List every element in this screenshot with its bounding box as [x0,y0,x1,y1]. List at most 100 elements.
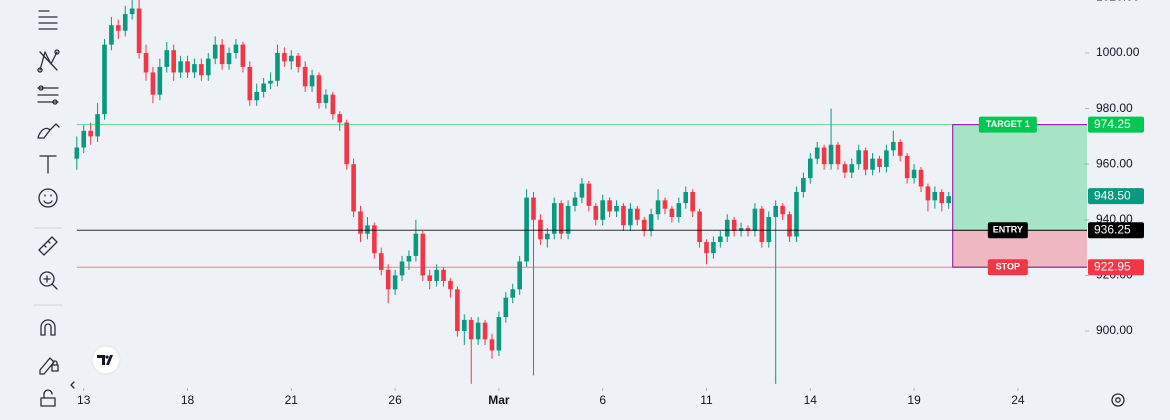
candle-body [524,197,529,262]
target-label-box [978,116,1037,133]
candle-body [897,141,903,156]
x-tick-label: 18 [181,393,195,407]
candle-body [150,72,156,95]
candle-body [821,147,827,165]
toolbar [34,10,75,407]
candle-body [385,269,391,290]
lock-drawings-tool[interactable] [39,357,59,375]
candle-body [164,50,170,67]
candle-body [74,147,80,159]
stop-price-tag-box [1088,259,1144,276]
last-price-tag-box [1088,188,1144,205]
candle-body [247,66,253,101]
brush-tool[interactable] [37,123,60,139]
lock-tool[interactable] [40,389,56,407]
candle-body [655,200,661,215]
candle-body [337,114,343,123]
candle-body [358,211,363,234]
candle-body [801,178,806,192]
fib-tool[interactable] [37,85,59,105]
ruler-tool[interactable] [38,236,58,256]
y-tick-label: 980.00 [1096,101,1133,115]
crosshair-tool[interactable] [38,10,58,30]
candle-body [468,319,474,340]
candle-body [745,228,751,231]
candle-body [835,144,841,165]
candle-body [289,55,294,62]
candle-body [828,144,834,165]
stop-label-box [987,259,1028,276]
scroll-left[interactable] [70,381,75,389]
candle-body [586,183,592,206]
logo [91,345,121,375]
candle-body [102,44,107,115]
entry-price-tag: 936.25 [1094,222,1131,236]
stop-price-tag: 922.95 [1094,259,1131,273]
candle-body [129,8,135,15]
candle-body [773,205,778,218]
candle-body [185,61,190,73]
last-price-tag: 948.50 [1094,188,1131,202]
candle-body [738,228,744,231]
candle-body [475,322,481,340]
candle-body [420,233,426,276]
candle-body [932,191,938,201]
candle-body [171,50,176,73]
candle-body [621,205,626,226]
candle-body [275,52,280,81]
candle-body [351,164,356,212]
candle-body [122,14,128,31]
target-price-tag: 974.25 [1094,117,1131,131]
magnet-tool[interactable] [40,319,56,336]
candle-body [143,52,149,73]
candle-body [116,25,121,31]
candle-body [95,114,100,137]
candle-body [192,64,197,73]
candle-body [558,203,564,234]
candle-body [330,94,336,115]
candle-body [240,44,246,67]
candle-body [538,219,543,240]
candle-body [462,319,467,332]
candle-body [648,214,654,231]
x-tick-label: 14 [804,393,818,407]
candle-body [378,253,384,270]
candle-body [780,205,785,215]
x-tick-label: 13 [77,393,91,407]
candle-body [268,80,273,84]
candle-body [482,322,488,340]
candle-body [365,225,370,234]
candle-body [427,275,433,281]
candle-body [697,211,702,243]
candle-body [939,191,945,204]
x-tick-label: 24 [1011,393,1025,407]
candle-body [372,225,377,254]
candle-body [136,8,142,53]
text-tool[interactable] [39,155,57,174]
stop-label: STOP [996,262,1020,272]
candle-body [842,164,848,173]
candle-body [925,186,931,201]
candle-body [489,339,495,351]
plot-area: 900.00920.00940.00960.00980.001000.00102… [74,0,1144,407]
candle-body [600,200,606,220]
entry-price-tag-box [1088,222,1144,239]
candle-body [205,58,211,76]
zoom-tool[interactable] [39,271,58,290]
trend-line-tool[interactable] [37,49,60,73]
target-zone [952,124,1087,231]
y-tick-label: 1020.00 [1096,0,1140,4]
candle-body [856,150,862,165]
candle-body [641,219,647,231]
x-tick-label: 21 [285,393,299,407]
candle-body [690,191,695,212]
y-tick-label: 900.00 [1096,323,1133,337]
candle-body [711,242,716,254]
settings-button[interactable] [1111,393,1125,407]
candle-body [683,191,689,204]
emoji-tool[interactable] [38,188,58,208]
candle-body [413,233,419,256]
candle-body [759,208,765,243]
candle-body [918,169,924,187]
